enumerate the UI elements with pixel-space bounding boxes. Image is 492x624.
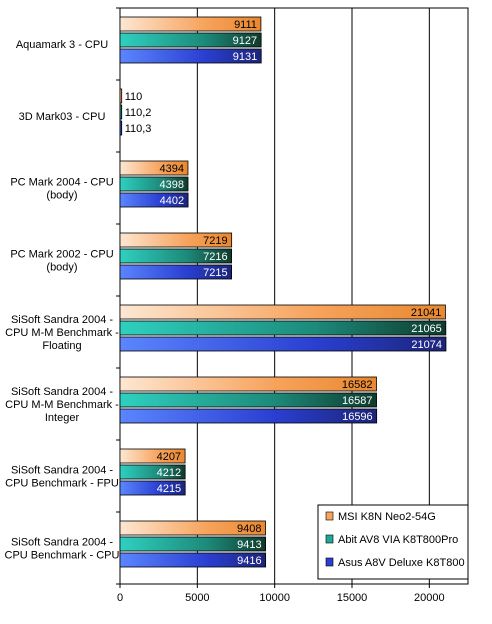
data-label: 9111	[234, 19, 257, 31]
x-tick-label: 20000	[414, 592, 445, 604]
category-label: SiSoft Sandra 2004 -CPU Benchmark - FPU	[5, 465, 119, 490]
x-tick-label: 15000	[337, 592, 368, 604]
bar-asus-a8v-deluxe-k8t800	[119, 264, 232, 280]
bar-asus-a8v-deluxe-k8t800	[119, 336, 447, 352]
bar-asus-a8v-deluxe-k8t800	[119, 120, 123, 136]
data-label: 4402	[160, 195, 184, 207]
data-label: 21065	[411, 323, 442, 335]
legend-label: Asus A8V Deluxe K8T800	[338, 557, 465, 569]
category-label: Aquamark 3 - CPU	[16, 39, 108, 51]
data-label: 110,3	[125, 123, 152, 135]
data-label: 21041	[411, 307, 442, 319]
bar-msi-k8n-neo2-54g	[119, 160, 189, 176]
data-label: 4398	[160, 179, 184, 191]
x-tick-label: 10000	[259, 592, 290, 604]
data-label: 7216	[203, 251, 227, 263]
legend-box	[317, 504, 469, 580]
data-label: 7215	[203, 267, 227, 279]
bar-msi-k8n-neo2-54g	[119, 232, 233, 248]
bar-msi-k8n-neo2-54g	[119, 448, 186, 464]
data-label: 21074	[411, 339, 442, 351]
bar-asus-a8v-deluxe-k8t800	[119, 408, 378, 424]
bar-abit-av8-via-k8t800pro	[119, 104, 123, 120]
data-label: 110	[125, 91, 143, 103]
category-label: PC Mark 2002 - CPU (body)	[10, 249, 113, 274]
category-label: SiSoft Sandra 2004 -CPU M-M Benchmark -F…	[5, 314, 119, 352]
bar-msi-k8n-neo2-54g	[119, 520, 266, 536]
bar-asus-a8v-deluxe-k8t800	[119, 552, 267, 568]
data-label: 9416	[237, 555, 261, 567]
data-label: 4212	[157, 467, 181, 479]
data-label: 16587	[342, 395, 373, 407]
bar-asus-a8v-deluxe-k8t800	[119, 48, 262, 64]
legend-label: MSI K8N Neo2-54G	[338, 511, 436, 523]
data-label: 9127	[233, 35, 257, 47]
x-tick-label: 5000	[185, 592, 209, 604]
category-label: SiSoft Sandra 2004 -CPU M-M Benchmark -I…	[5, 386, 119, 424]
bar-msi-k8n-neo2-54g	[119, 304, 446, 320]
bar-abit-av8-via-k8t800pro	[119, 176, 189, 192]
bar-abit-av8-via-k8t800pro	[119, 392, 377, 408]
x-tick-label: 0	[117, 592, 123, 604]
data-label: 4394	[159, 163, 183, 175]
category-label: 3D Mark03 - CPU	[19, 111, 106, 123]
data-label: 16582	[342, 379, 373, 391]
data-label: 4215	[157, 483, 181, 495]
data-label: 110,2	[125, 107, 152, 119]
data-label: 9131	[233, 51, 257, 63]
bar-abit-av8-via-k8t800pro	[119, 32, 262, 48]
bar-abit-av8-via-k8t800pro	[119, 248, 233, 264]
data-label: 16596	[342, 411, 373, 423]
bar-abit-av8-via-k8t800pro	[119, 536, 266, 552]
bar-asus-a8v-deluxe-k8t800	[119, 480, 186, 496]
category-label: SiSoft Sandra 2004 -CPU Benchmark - CPU	[5, 537, 120, 562]
data-label: 4207	[157, 451, 181, 463]
category-label: PC Mark 2004 - CPU (body)	[10, 177, 113, 202]
data-label: 9413	[237, 539, 261, 551]
data-label: 9408	[237, 523, 261, 535]
bar-msi-k8n-neo2-54g	[119, 16, 262, 32]
legend-label: Abit AV8 VIA K8T800Pro	[338, 534, 458, 546]
legend-swatch	[325, 511, 334, 521]
bar-abit-av8-via-k8t800pro	[119, 464, 186, 480]
legend-swatch	[325, 557, 334, 567]
bar-msi-k8n-neo2-54g	[119, 88, 123, 104]
data-label: 7219	[203, 235, 227, 247]
bar-abit-av8-via-k8t800pro	[119, 320, 447, 336]
bar-asus-a8v-deluxe-k8t800	[119, 192, 189, 208]
bar-msi-k8n-neo2-54g	[119, 376, 377, 392]
legend-swatch	[325, 534, 334, 544]
plot-area	[119, 7, 469, 585]
